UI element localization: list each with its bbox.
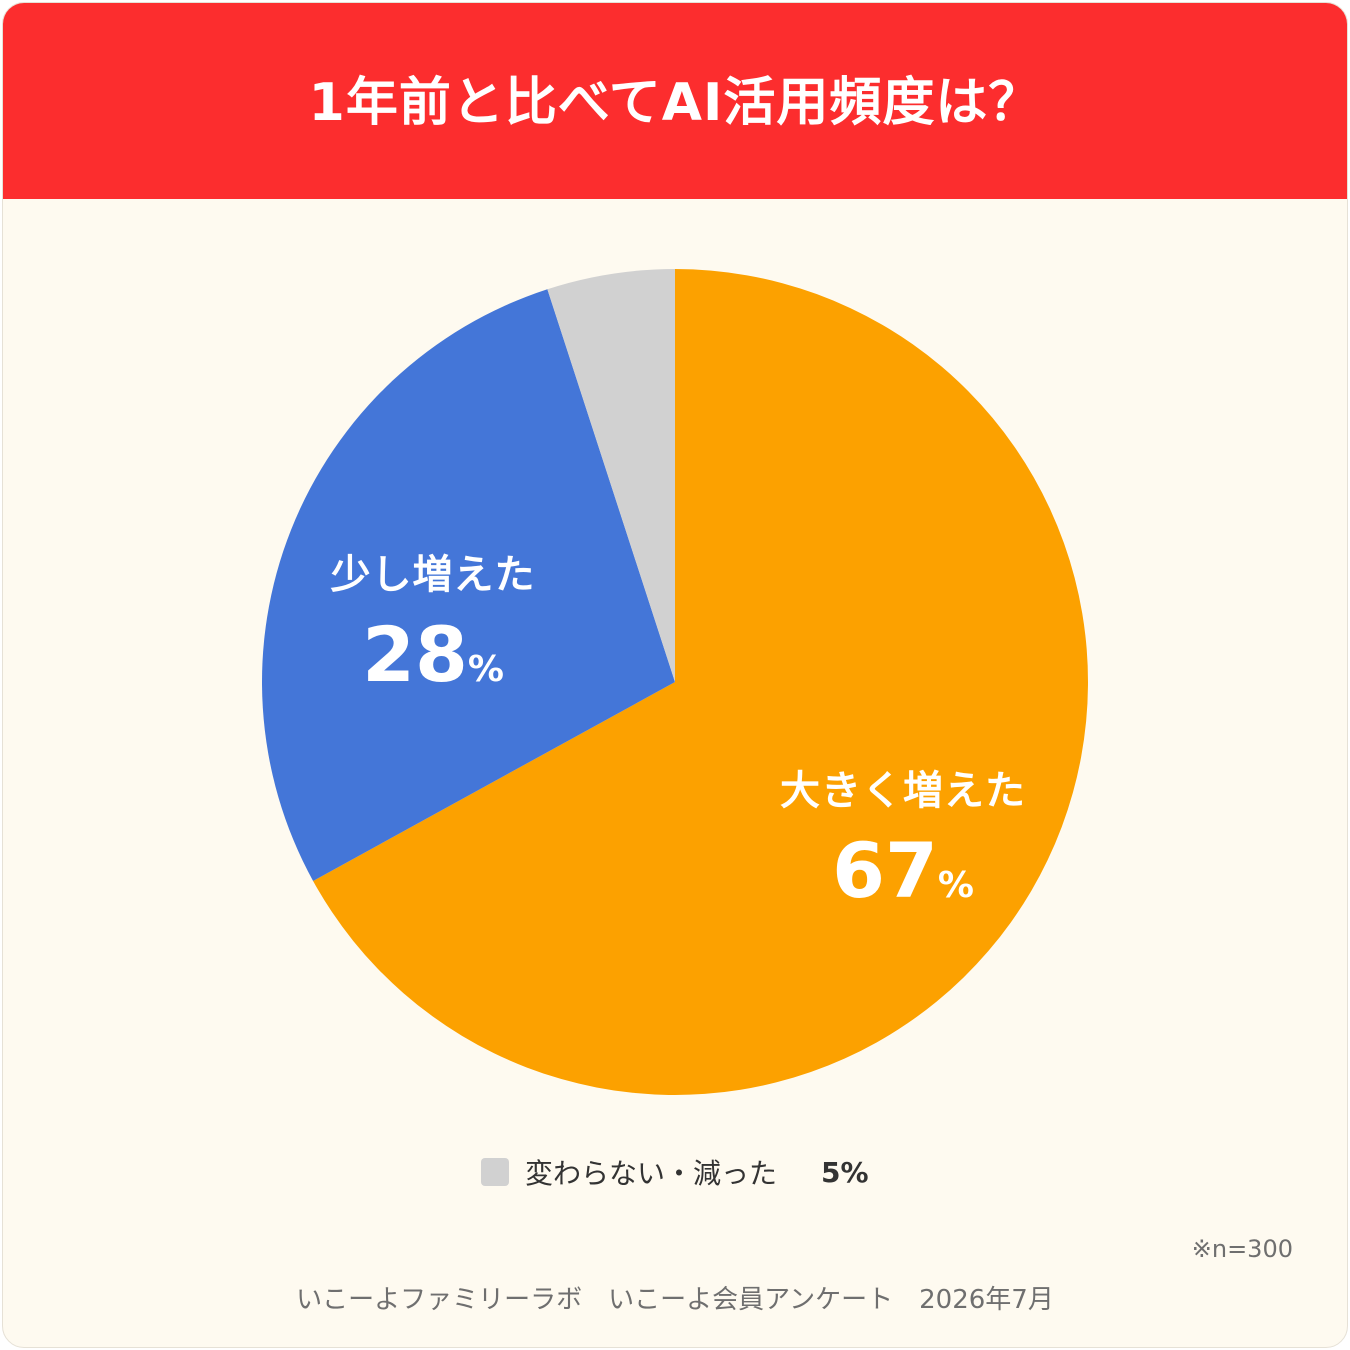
slice-percentage: 28% [303, 617, 563, 693]
legend-value: 5% [821, 1155, 869, 1189]
pie-slice-unchanged-decreased [547, 269, 675, 682]
slice-label-small-increase: 少し増えた 28% [303, 555, 563, 693]
slice-unit: % [467, 649, 504, 690]
slice-value: 28 [362, 610, 468, 699]
pie-slice-small-increase [262, 289, 675, 881]
slice-name: 大きく増えた [780, 768, 1026, 814]
slice-percentage: 67% [763, 833, 1043, 909]
slice-name: 少し増えた [330, 552, 536, 598]
slice-label-large-increase: 大きく増えた 67% [763, 771, 1043, 909]
legend-swatch [481, 1158, 509, 1186]
slice-unit: % [937, 865, 974, 906]
legend: 変わらない・減った 5% [481, 1155, 869, 1190]
pie-chart [262, 269, 1088, 1095]
pie-slice-large-increase [313, 269, 1088, 1095]
chart-title: 1年前と比べてAI活用頻度は？ [308, 72, 1042, 133]
sample-size-note: ※n=300 [1191, 1235, 1293, 1263]
legend-label: 変わらない・減った [525, 1157, 778, 1190]
slice-value: 67 [832, 826, 938, 915]
title-banner: 1年前と比べてAI活用頻度は？ [3, 3, 1347, 199]
source-footer: いこーよファミリーラボ いこーよ会員アンケート 2026年7月 [296, 1285, 1054, 1315]
